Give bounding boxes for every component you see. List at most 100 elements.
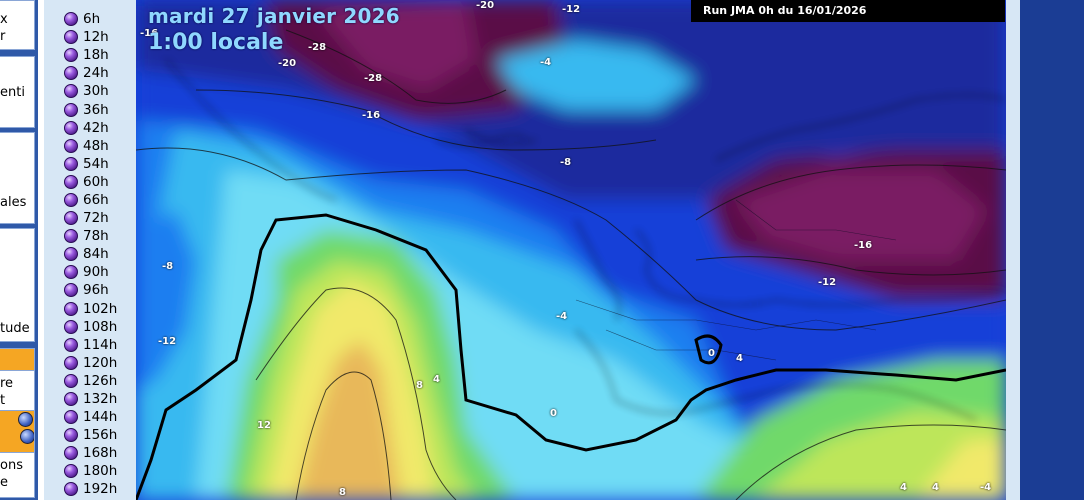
forecast-hour-item[interactable]: 126h xyxy=(64,372,117,390)
purple-ball-icon[interactable] xyxy=(64,373,78,388)
purple-ball-icon[interactable] xyxy=(64,265,78,280)
forecast-hour-item[interactable]: 36h xyxy=(64,100,117,118)
purple-ball-icon[interactable] xyxy=(64,247,78,262)
purple-ball-icon[interactable] xyxy=(64,156,78,171)
forecast-hour-label[interactable]: 54h xyxy=(83,155,109,172)
forecast-hour-item[interactable]: 102h xyxy=(64,300,117,318)
purple-ball-icon[interactable] xyxy=(64,66,78,81)
menu-box-1[interactable]: x r xyxy=(0,0,35,50)
purple-ball-icon[interactable] xyxy=(64,464,78,479)
forecast-hour-item[interactable]: 72h xyxy=(64,209,117,227)
forecast-hour-label[interactable]: 6h xyxy=(83,11,101,28)
menu-fragment[interactable]: ons xyxy=(0,458,23,473)
purple-ball-icon[interactable] xyxy=(64,428,78,443)
forecast-hour-label[interactable]: 144h xyxy=(83,409,118,426)
forecast-hour-item[interactable]: 84h xyxy=(64,245,117,263)
forecast-hour-item[interactable]: 48h xyxy=(64,137,117,155)
forecast-hour-label[interactable]: 192h xyxy=(83,481,118,498)
forecast-hour-item[interactable]: 144h xyxy=(64,408,117,426)
temperature-map[interactable]: -20 -12 -16 -28 -20 -28 -16 -4 -8 -8 -16… xyxy=(136,0,1006,500)
forecast-hour-label[interactable]: 126h xyxy=(83,372,118,389)
menu-orange-item[interactable] xyxy=(0,348,35,372)
purple-ball-icon[interactable] xyxy=(64,319,78,334)
forecast-hour-label[interactable]: 66h xyxy=(83,191,109,208)
purple-ball-icon[interactable] xyxy=(64,283,78,298)
purple-ball-icon[interactable] xyxy=(64,337,78,352)
forecast-hour-label[interactable]: 12h xyxy=(83,29,109,46)
purple-ball-icon[interactable] xyxy=(64,446,78,461)
forecast-hour-label[interactable]: 168h xyxy=(83,445,118,462)
menu-box-5[interactable]: re t xyxy=(0,370,35,412)
forecast-hour-item[interactable]: 156h xyxy=(64,426,117,444)
forecast-hour-label[interactable]: 108h xyxy=(83,318,118,335)
menu-fragment[interactable]: re xyxy=(0,376,14,391)
forecast-hour-item[interactable]: 18h xyxy=(64,46,117,64)
forecast-hour-item[interactable]: 66h xyxy=(64,191,117,209)
purple-ball-icon[interactable] xyxy=(64,102,78,117)
forecast-hour-item[interactable]: 108h xyxy=(64,318,117,336)
purple-ball-icon[interactable] xyxy=(64,12,78,27)
forecast-hour-label[interactable]: 36h xyxy=(83,101,109,118)
globe-icon[interactable] xyxy=(18,412,33,427)
purple-ball-icon[interactable] xyxy=(64,229,78,244)
forecast-hour-item[interactable]: 42h xyxy=(64,119,117,137)
forecast-hour-item[interactable]: 96h xyxy=(64,281,117,299)
forecast-hour-label[interactable]: 78h xyxy=(83,228,109,245)
purple-ball-icon[interactable] xyxy=(64,211,78,226)
purple-ball-icon[interactable] xyxy=(64,48,78,63)
purple-ball-icon[interactable] xyxy=(64,392,78,407)
purple-ball-icon[interactable] xyxy=(64,410,78,425)
menu-fragment[interactable]: enti xyxy=(0,85,25,100)
forecast-hour-label[interactable]: 48h xyxy=(83,137,109,154)
forecast-hour-label[interactable]: 114h xyxy=(83,336,118,353)
menu-fragment[interactable]: e xyxy=(0,475,8,490)
forecast-hour-item[interactable]: 24h xyxy=(64,64,117,82)
purple-ball-icon[interactable] xyxy=(64,192,78,207)
forecast-hour-item[interactable]: 114h xyxy=(64,336,117,354)
forecast-hour-label[interactable]: 156h xyxy=(83,427,118,444)
purple-ball-icon[interactable] xyxy=(64,482,78,497)
menu-box-4[interactable]: tude xyxy=(0,228,35,342)
menu-fragment[interactable]: ales xyxy=(0,195,27,210)
purple-ball-icon[interactable] xyxy=(64,138,78,153)
forecast-hour-item[interactable]: 180h xyxy=(64,462,117,480)
forecast-hour-item[interactable]: 132h xyxy=(64,390,117,408)
forecast-hour-label[interactable]: 120h xyxy=(83,354,118,371)
menu-fragment[interactable]: t xyxy=(0,393,6,408)
forecast-hour-label[interactable]: 24h xyxy=(83,65,109,82)
menu-box-6[interactable]: ons e xyxy=(0,452,35,498)
menu-fragment[interactable]: x xyxy=(0,12,8,27)
forecast-hour-label[interactable]: 42h xyxy=(83,119,109,136)
menu-globe-buttons[interactable] xyxy=(0,410,35,454)
purple-ball-icon[interactable] xyxy=(64,355,78,370)
menu-box-2[interactable]: enti xyxy=(0,56,35,128)
forecast-hour-label[interactable]: 30h xyxy=(83,83,109,100)
forecast-hour-item[interactable]: 168h xyxy=(64,444,117,462)
forecast-hour-item[interactable]: 54h xyxy=(64,155,117,173)
forecast-hour-label[interactable]: 60h xyxy=(83,173,109,190)
purple-ball-icon[interactable] xyxy=(64,301,78,316)
forecast-hour-item[interactable]: 192h xyxy=(64,480,117,498)
forecast-hour-item[interactable]: 30h xyxy=(64,82,117,100)
globe-icon[interactable] xyxy=(20,429,34,444)
forecast-hour-label[interactable]: 180h xyxy=(83,463,118,480)
forecast-hour-label[interactable]: 102h xyxy=(83,300,118,317)
forecast-hour-item[interactable]: 120h xyxy=(64,354,117,372)
purple-ball-icon[interactable] xyxy=(64,174,78,189)
forecast-hour-item[interactable]: 12h xyxy=(64,28,117,46)
forecast-hour-item[interactable]: 60h xyxy=(64,173,117,191)
forecast-hour-label[interactable]: 18h xyxy=(83,47,109,64)
purple-ball-icon[interactable] xyxy=(64,120,78,135)
menu-fragment[interactable]: r xyxy=(0,29,6,44)
purple-ball-icon[interactable] xyxy=(64,30,78,45)
forecast-hour-label[interactable]: 84h xyxy=(83,246,109,263)
forecast-hour-label[interactable]: 96h xyxy=(83,282,109,299)
menu-box-3[interactable]: ales xyxy=(0,132,35,224)
forecast-hour-item[interactable]: 6h xyxy=(64,10,117,28)
purple-ball-icon[interactable] xyxy=(64,84,78,99)
forecast-hour-label[interactable]: 72h xyxy=(83,210,109,227)
forecast-hour-item[interactable]: 78h xyxy=(64,227,117,245)
forecast-hour-label[interactable]: 132h xyxy=(83,391,118,408)
forecast-hour-item[interactable]: 90h xyxy=(64,263,117,281)
menu-fragment[interactable]: tude xyxy=(0,321,30,336)
